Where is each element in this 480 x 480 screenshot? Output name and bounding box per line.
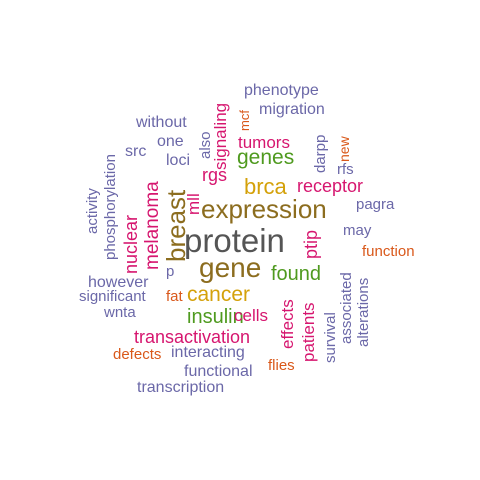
word-signaling: signaling — [211, 102, 230, 170]
word-found: found — [271, 263, 322, 285]
word-loci: loci — [166, 152, 191, 169]
word-brca: brca — [244, 174, 287, 199]
word-pagra: pagra — [356, 196, 395, 213]
word-src: src — [125, 143, 147, 160]
word-rgs: rgs — [202, 165, 228, 185]
word-mcf: mcf — [237, 110, 252, 131]
word-effects: effects — [278, 299, 297, 349]
word-melanoma: melanoma — [142, 181, 163, 270]
word-migration: migration — [259, 101, 325, 118]
word-alterations: alterations — [355, 277, 372, 347]
word-new: new — [336, 136, 352, 162]
word-may: may — [343, 222, 372, 239]
word-mll: mll — [184, 193, 203, 215]
word-defects: defects — [113, 346, 162, 363]
word-function: function — [362, 243, 415, 260]
word-gene: gene — [199, 252, 262, 283]
word-without: without — [136, 114, 187, 131]
word-significant: significant — [79, 288, 146, 305]
word-genes: genes — [237, 146, 295, 169]
word-phenotype: phenotype — [244, 82, 319, 99]
word-transactivation: transactivation — [134, 327, 251, 347]
word-interacting: interacting — [171, 344, 245, 361]
word-insulin: insulin — [187, 306, 244, 328]
word-nuclear: nuclear — [121, 214, 141, 274]
word-darpp: darpp — [312, 134, 329, 173]
word-however: however — [88, 274, 149, 291]
word-phosphorylation: phosphorylation — [102, 154, 119, 260]
word-fat: fat — [166, 288, 183, 305]
word-associated: associated — [338, 272, 355, 344]
word-wnta: wnta — [104, 304, 136, 321]
word-tumors: tumors — [238, 133, 290, 152]
word-flies: flies — [268, 357, 295, 374]
word-survival: survival — [322, 312, 339, 363]
word-expression: expression — [201, 194, 327, 224]
word-also: also — [197, 131, 214, 159]
word-receptor: receptor — [297, 176, 364, 196]
word-one: one — [157, 133, 184, 150]
word-cells: cells — [234, 306, 269, 325]
word-rfs: rfs — [337, 161, 354, 178]
word-activity: activity — [84, 188, 101, 234]
word-patients: patients — [299, 302, 318, 362]
word-protein: protein — [184, 222, 285, 259]
word-cancer: cancer — [187, 283, 251, 306]
word-transcription: transcription — [137, 379, 225, 396]
word-functional: functional — [184, 363, 253, 380]
word-p: p — [166, 263, 175, 280]
word-ptip: ptip — [301, 229, 321, 259]
